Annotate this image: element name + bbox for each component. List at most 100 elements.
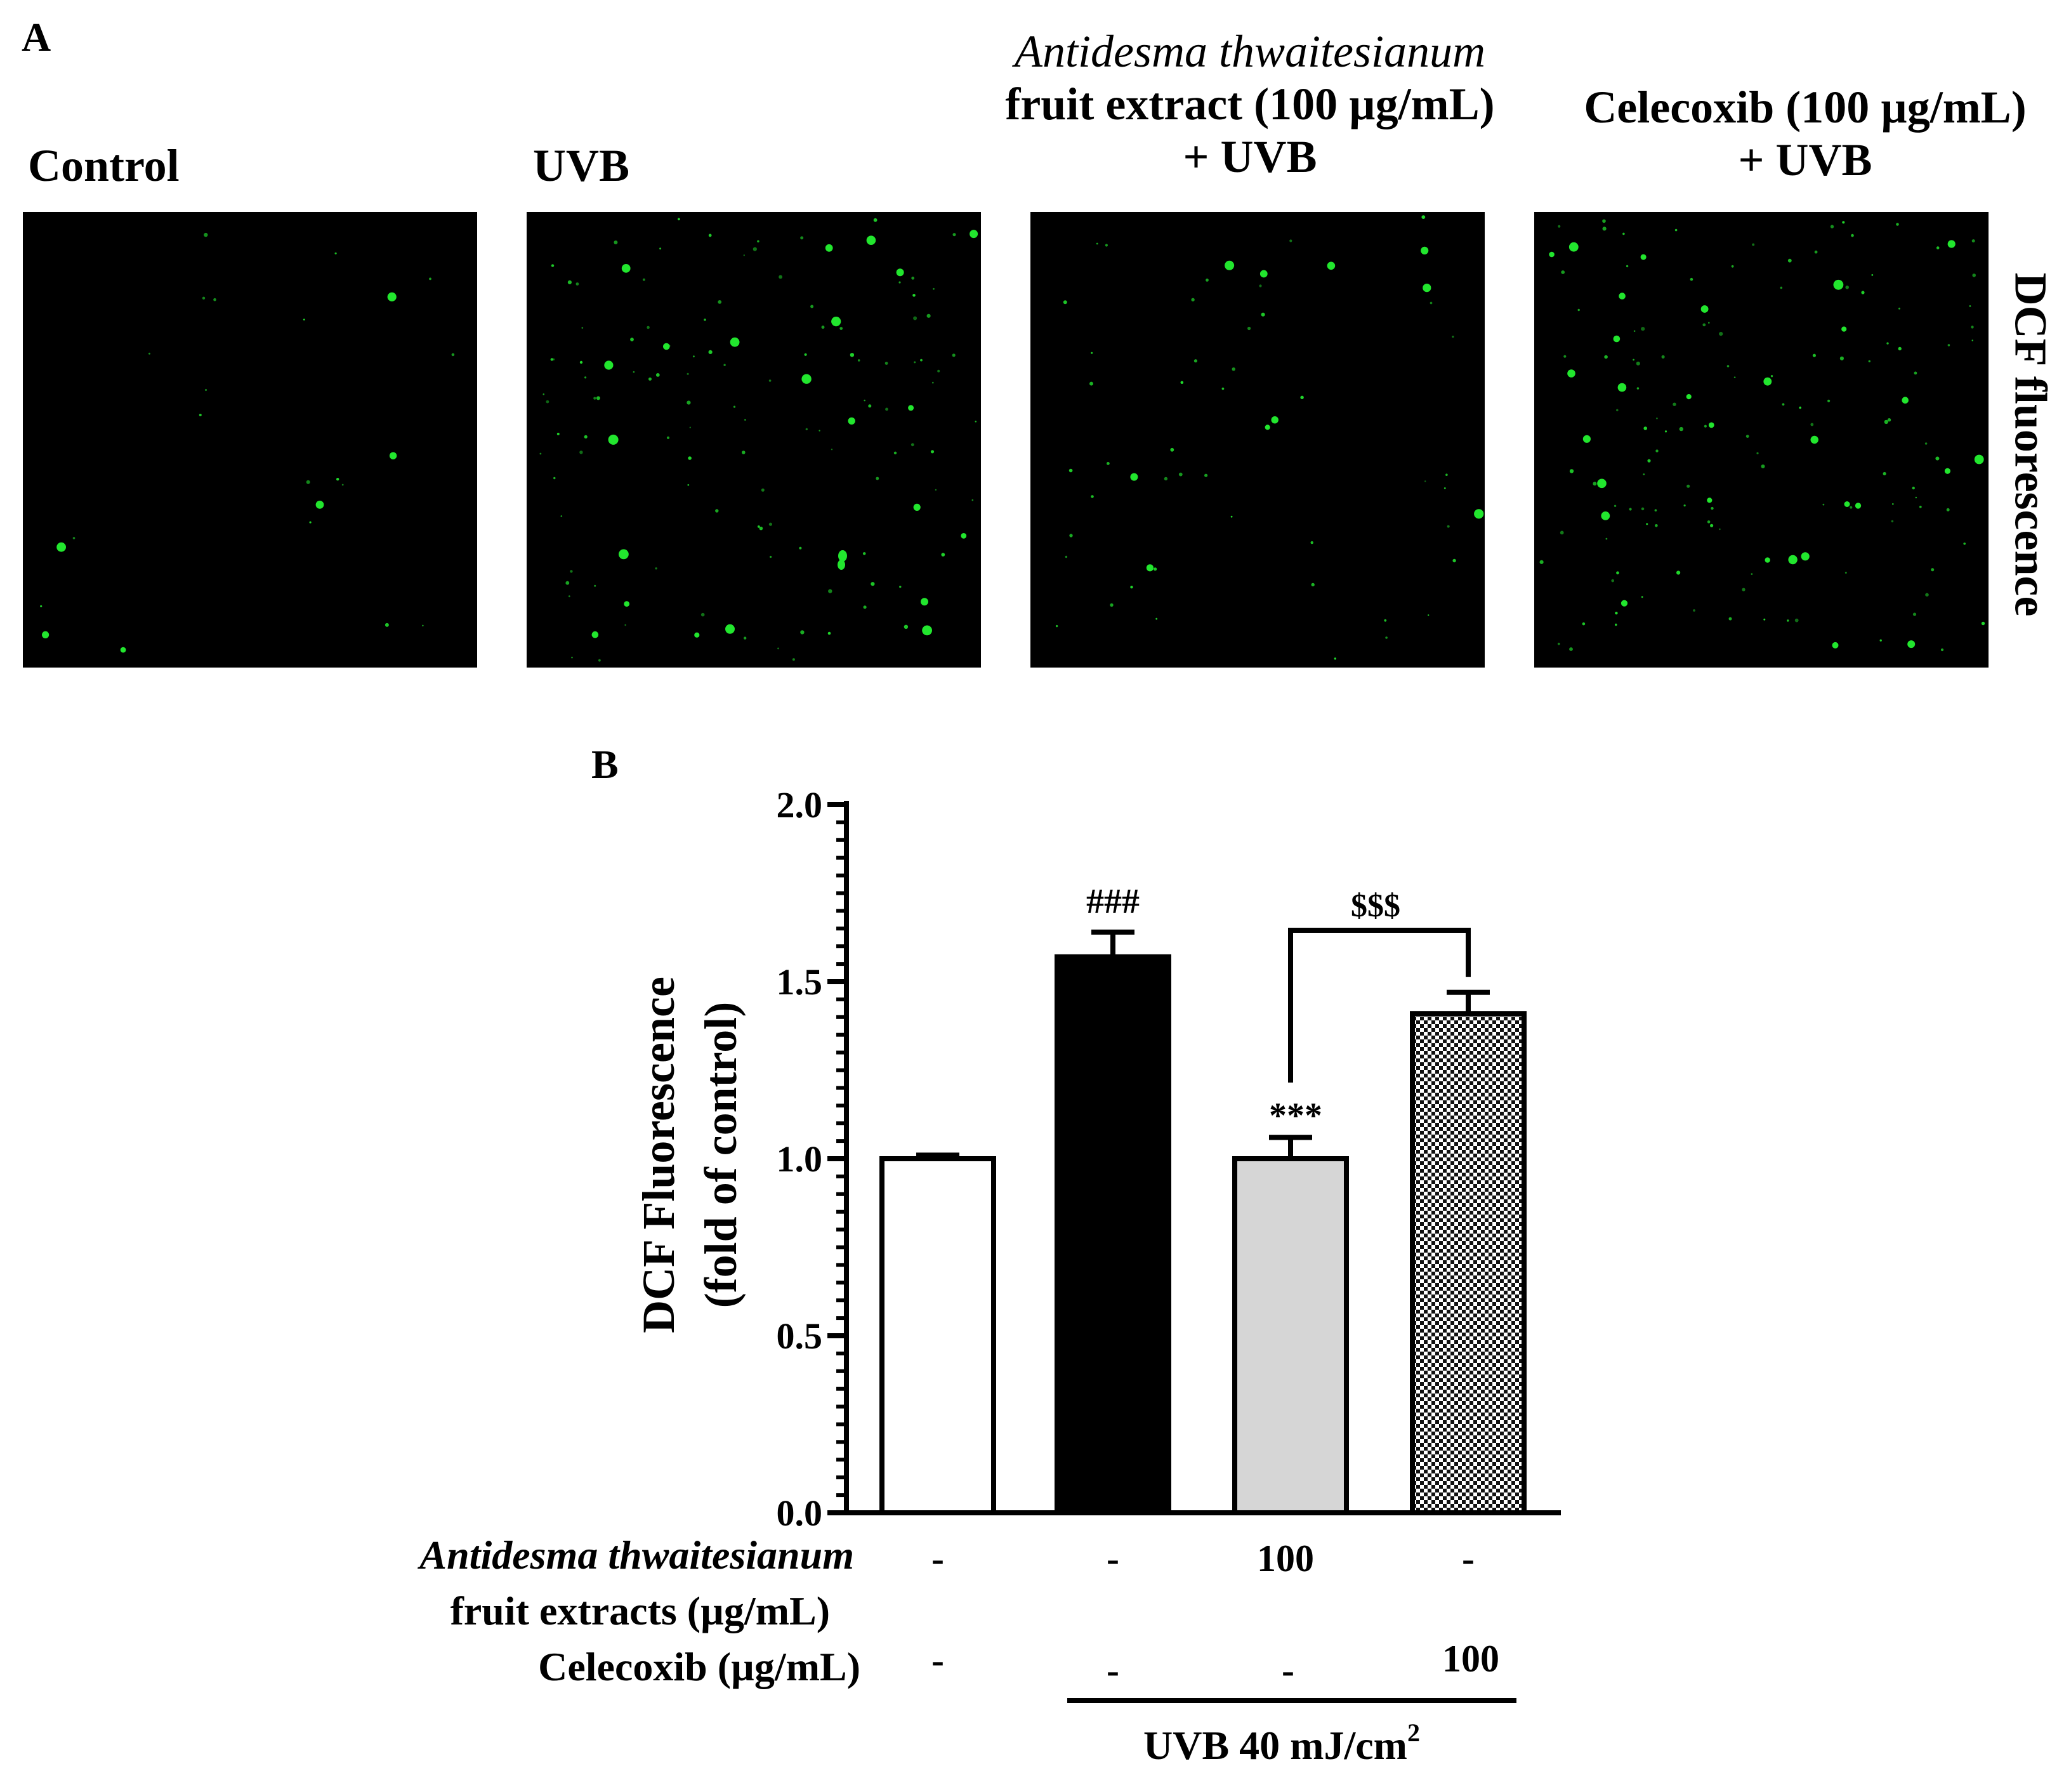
fluorescent-spot xyxy=(1981,621,1985,626)
fluorescent-spot xyxy=(1180,381,1184,384)
fluorescent-spot xyxy=(148,352,150,355)
fluorescent-spot xyxy=(1474,509,1484,519)
fluorescent-spot xyxy=(839,327,843,330)
fluorescent-spot xyxy=(204,388,207,392)
fluorescent-spot xyxy=(1569,647,1573,651)
fluorescent-spot xyxy=(730,337,740,347)
y-tick-label: 1.5 xyxy=(777,961,823,1003)
fluorescent-spot xyxy=(1673,402,1676,406)
fluorescent-spot xyxy=(1844,501,1850,507)
fluorescent-spot xyxy=(1385,636,1388,639)
fluorescent-spot xyxy=(1641,327,1645,331)
fluorescent-spot xyxy=(1602,219,1606,223)
fluorescent-spot xyxy=(1707,497,1713,503)
fluorescent-spot xyxy=(1971,326,1974,329)
fluorescent-spot xyxy=(687,400,691,405)
fluorescent-spot xyxy=(204,232,208,237)
fluorescent-spot xyxy=(708,234,712,237)
fluorescent-spot xyxy=(1883,471,1886,476)
fluorescent-spot xyxy=(1654,509,1657,511)
fluorescent-spot xyxy=(42,631,49,639)
fluorescent-spot xyxy=(594,584,596,587)
uvb-group-label: UVB 40 mJ/cm2 xyxy=(1143,1718,1420,1768)
fluorescent-spot xyxy=(744,636,747,640)
fluorescent-spot xyxy=(1707,520,1711,524)
fluorescent-spot xyxy=(1421,246,1429,254)
fluorescent-spot xyxy=(805,428,808,431)
fluorescent-spot xyxy=(873,218,878,222)
row2-label: Celecoxib (µg/mL) xyxy=(538,1644,860,1689)
fluorescent-spot xyxy=(708,350,713,354)
fluorescent-spot xyxy=(863,605,867,609)
bars xyxy=(879,929,1527,1515)
fluorescent-spot xyxy=(799,546,802,550)
fluorescent-spot xyxy=(1567,369,1575,378)
fluorescent-spot xyxy=(1629,508,1632,511)
fluorescent-spot xyxy=(753,247,757,251)
fluorescent-spot xyxy=(1656,418,1658,419)
fluorescent-spot xyxy=(1593,482,1597,486)
fluorescent-spot xyxy=(1641,596,1643,598)
fluorescent-spot xyxy=(1832,642,1839,649)
fluorescent-spot xyxy=(1577,308,1580,312)
fluorescent-spot xyxy=(546,400,549,404)
fluorescent-spot xyxy=(120,647,126,653)
fluorescent-spot xyxy=(1110,603,1114,607)
fluorescent-spot xyxy=(725,624,735,634)
fluorescent-spot xyxy=(689,426,691,428)
fluorescent-spot xyxy=(933,287,935,290)
fluorescent-spot xyxy=(1063,300,1067,305)
fluorescent-spot xyxy=(1898,307,1900,310)
title-celecoxib: Celecoxib (100 µg/mL) + UVB xyxy=(1548,81,2062,187)
fluorescent-spot xyxy=(1602,227,1607,231)
fluorescent-spot xyxy=(911,443,914,447)
fluorescent-spot xyxy=(1855,503,1862,509)
fluorescent-spot xyxy=(1690,277,1693,281)
fluorescent-spot xyxy=(1232,367,1235,371)
fluorescent-spot xyxy=(1626,265,1629,268)
fluorescent-spot xyxy=(1271,416,1279,424)
fluorescent-spot xyxy=(556,432,560,435)
row1-label-line2: fruit extracts (µg/mL) xyxy=(450,1588,830,1633)
fluorescent-spot xyxy=(550,358,553,361)
fluorescent-spot xyxy=(850,353,855,357)
fluorescent-spot xyxy=(1655,524,1658,527)
y-axis-title-line2: (fold of control) xyxy=(695,1002,746,1308)
fluorescent-spot xyxy=(1752,243,1755,246)
fluorescent-spot xyxy=(757,525,760,528)
fluorescent-spot xyxy=(1770,375,1773,378)
fluorescent-spot xyxy=(571,656,573,659)
fluorescent-spot xyxy=(1569,469,1574,473)
fluorescent-spot xyxy=(1756,452,1759,454)
fluorescent-spot xyxy=(1636,387,1640,390)
fluorescent-spot xyxy=(614,240,618,244)
fluorescent-spot xyxy=(1428,614,1430,616)
fluorescent-spot xyxy=(1728,617,1732,621)
fluorescent-spot xyxy=(804,353,807,356)
fluorescent-spot xyxy=(1384,619,1387,622)
fluorescent-spot xyxy=(800,630,805,635)
fluorescent-spot xyxy=(1091,495,1094,498)
fluorescent-spot xyxy=(655,373,660,377)
fluorescent-spot xyxy=(542,393,545,395)
fluorescent-spot xyxy=(1879,639,1882,642)
fluorescent-spot xyxy=(912,294,916,297)
fluorescent-spot xyxy=(1069,534,1073,537)
fluorescent-spot xyxy=(1833,279,1844,290)
title-celecoxib-dose: Celecoxib (100 µg/mL) xyxy=(1584,82,2027,133)
fluorescent-spot xyxy=(768,522,772,526)
fluorescent-spot xyxy=(565,581,570,585)
fluorescent-spot xyxy=(1289,239,1292,242)
fluorescent-spot xyxy=(1130,586,1133,589)
fluorescent-spot xyxy=(1170,447,1174,452)
fluorescent-spot xyxy=(1105,244,1108,247)
fluorescent-spot xyxy=(1810,435,1818,444)
fluorescent-spot xyxy=(1300,395,1304,399)
fluorescent-spot xyxy=(1844,572,1847,574)
row2-value-celecoxib: 100 xyxy=(1442,1638,1499,1680)
micrograph-celecoxib xyxy=(1534,212,1989,668)
fluorescent-spot xyxy=(827,631,831,635)
micrograph-control-dots xyxy=(40,232,455,653)
fluorescent-spot xyxy=(1647,459,1651,463)
fluorescent-spot xyxy=(1765,557,1770,563)
